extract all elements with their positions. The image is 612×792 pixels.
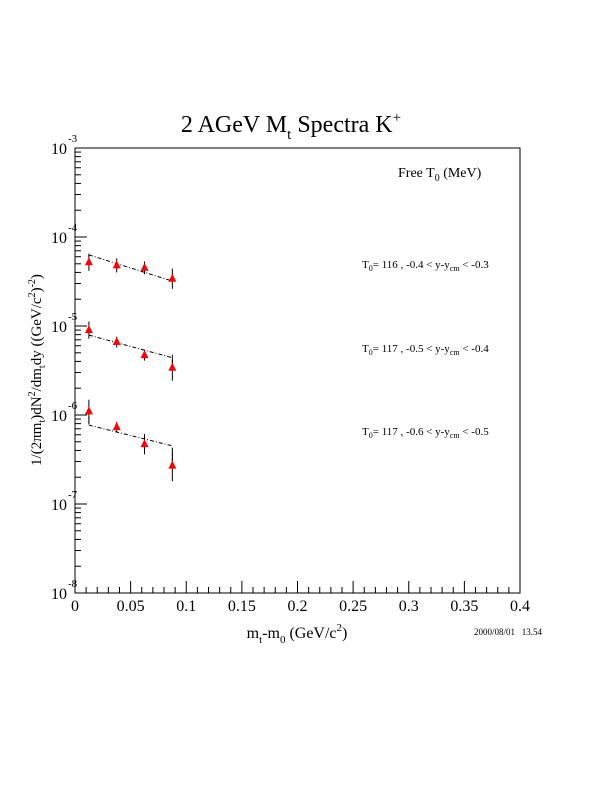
data-point <box>112 422 121 431</box>
series-label-2: T0= 117 , -0.5 < y-ycm < -0.4 <box>362 343 489 357</box>
x-tick-label: 0 <box>71 598 79 615</box>
x-tick-label: 0.3 <box>399 598 419 615</box>
x-tick-label: 0.15 <box>228 598 256 615</box>
x-axis-tick-labels: 0 0.05 0.1 0.15 0.2 0.25 0.3 0.35 0.4 <box>71 598 530 615</box>
y-tick-exponent: -7 <box>68 489 78 501</box>
data-point <box>112 337 121 346</box>
y-tick-label: 10 <box>51 230 67 247</box>
data-point <box>84 257 93 266</box>
data-point <box>168 460 177 469</box>
y-axis-tick-labels: 10-310-410-510-610-710-8 <box>51 133 78 603</box>
data-point <box>140 439 149 448</box>
chart-title: 2 AGeV Mt Spectra K+ <box>181 110 401 143</box>
series-1 <box>84 253 177 289</box>
x-tick-label: 0.2 <box>288 598 308 615</box>
y-tick-label: 10 <box>51 408 67 425</box>
y-tick-exponent: -6 <box>68 400 78 412</box>
x-tick-label: 0.1 <box>176 598 196 615</box>
fit-line <box>88 424 173 447</box>
fit-line <box>88 334 173 359</box>
fit-line <box>88 254 173 282</box>
x-tick-label: 0.35 <box>450 598 478 615</box>
legend-header: Free T0 (MeV) <box>398 166 482 184</box>
data-point <box>140 262 149 271</box>
series-3 <box>84 399 177 482</box>
data-point <box>140 350 149 359</box>
series-2 <box>84 321 177 381</box>
data-point <box>112 260 121 269</box>
data-point <box>84 325 93 334</box>
x-tick-label: 0.4 <box>510 598 530 615</box>
y-tick-exponent: -4 <box>68 222 78 234</box>
y-tick-label: 10 <box>51 497 67 514</box>
y-tick-label: 10 <box>51 141 67 158</box>
plot-frame <box>74 147 521 594</box>
y-axis-ticks <box>75 151 87 594</box>
data-point <box>168 362 177 371</box>
y-tick-exponent: -3 <box>68 133 78 145</box>
x-axis-ticks <box>74 581 521 593</box>
data-series <box>84 253 177 482</box>
y-tick-label: 10 <box>51 586 67 603</box>
x-tick-label: 0.05 <box>117 598 145 615</box>
timestamp: 2000/08/01 13.54 <box>474 627 543 637</box>
series-label-1: T0= 116 , -0.4 < y-ycm < -0.3 <box>362 259 489 273</box>
series-label-3: T0= 117 , -0.6 < y-ycm < -0.5 <box>362 426 489 440</box>
y-tick-exponent: -5 <box>68 311 78 323</box>
x-tick-label: 0.25 <box>339 598 367 615</box>
x-axis-label: mt-m0 (GeV/c2) <box>247 622 348 646</box>
data-point <box>84 406 93 415</box>
y-axis-label: 1/(2πmt)dN2/dmtdy ((GeV/c2)-2) <box>27 274 48 466</box>
y-tick-label: 10 <box>51 319 67 336</box>
y-tick-exponent: -8 <box>68 578 78 590</box>
data-point <box>168 273 177 282</box>
